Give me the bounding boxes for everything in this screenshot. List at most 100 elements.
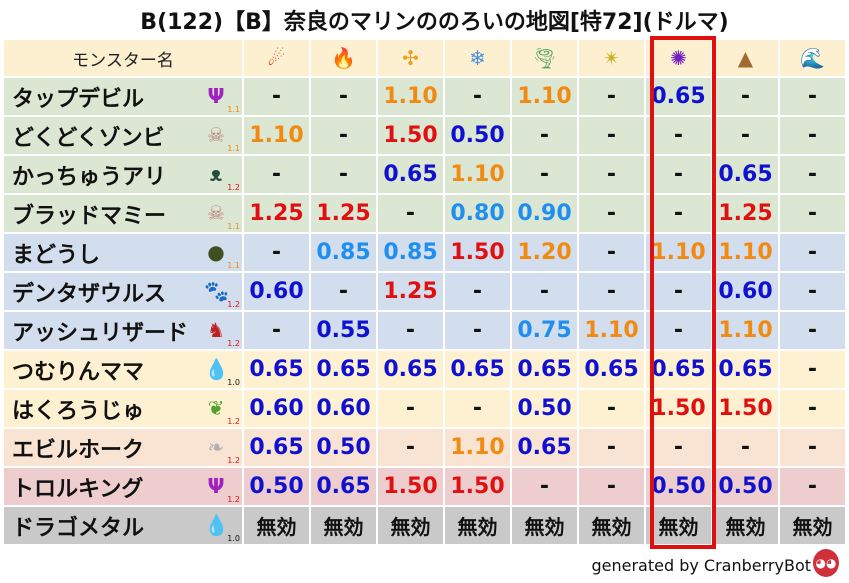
level-badge: 1.1 (227, 144, 240, 153)
monster-name-cell: デンタザウルス 🐾 1.2 (4, 273, 242, 310)
monster-name: エビルホーク (12, 437, 145, 463)
slime-icon: 💧 (204, 513, 229, 537)
resistance-value: - (579, 468, 644, 505)
resistance-value: - (378, 312, 443, 349)
resistance-value: 1.50 (378, 117, 443, 154)
resistance-value: - (378, 195, 443, 232)
resistance-value: - (445, 390, 510, 427)
skull-icon: ☠ (207, 123, 225, 147)
ice-icon: ❄ (469, 46, 486, 70)
resistance-value: - (512, 156, 577, 193)
resistance-value: 0.65 (646, 351, 711, 388)
resistance-value: 1.10 (646, 234, 711, 271)
resistance-value: 1.10 (445, 429, 510, 466)
resistance-value: 0.50 (512, 390, 577, 427)
resistance-value: 0.50 (445, 117, 510, 154)
monster-name: ブラッドマミー (12, 203, 167, 229)
header-row: モンスター名 ☄ 🔥 ✣ ❄ 🌪 ✴ ✺ ▲ 🌊 (4, 40, 845, 76)
resistance-value: 1.50 (713, 390, 778, 427)
monster-name: はくろうじゅ (12, 398, 145, 424)
resistance-value: 1.10 (713, 234, 778, 271)
resistance-value: 1.20 (512, 234, 577, 271)
level-badge: 1.1 (227, 105, 240, 114)
resistance-value: 0.65 (311, 351, 376, 388)
element-header: ✺ (646, 40, 711, 76)
element-header: ▲ (713, 40, 778, 76)
monster-name-header: モンスター名 (4, 40, 242, 76)
resistance-value: - (311, 78, 376, 115)
resistance-value: 0.65 (445, 351, 510, 388)
level-badge: 1.2 (227, 417, 240, 426)
monster-name-cell: ドラゴメタル 💧 1.0 (4, 507, 242, 544)
resistance-value: - (445, 78, 510, 115)
resistance-value: - (646, 273, 711, 310)
resistance-value: 無効 (512, 507, 577, 544)
level-badge: 1.2 (227, 183, 240, 192)
resistance-value: - (780, 78, 845, 115)
light-icon: ✴ (603, 46, 620, 70)
resistance-value: 1.10 (378, 78, 443, 115)
resistance-value: - (244, 156, 309, 193)
explosion-icon: ✣ (402, 46, 419, 70)
level-badge: 1.2 (227, 456, 240, 465)
resistance-value: 1.25 (311, 195, 376, 232)
table-row: はくろうじゅ ❦ 1.2 0.60 0.60- -0.50-1.50 1.50- (4, 390, 845, 427)
resistance-value: - (780, 312, 845, 349)
resistance-value: 0.55 (311, 312, 376, 349)
resistance-value: 0.65 (512, 429, 577, 466)
resistance-value: - (780, 273, 845, 310)
resistance-value: 0.50 (311, 429, 376, 466)
resistance-value: 1.25 (378, 273, 443, 310)
monster-name: ドラゴメタル (12, 515, 145, 541)
resistance-value: 無効 (579, 507, 644, 544)
resistance-value: - (579, 390, 644, 427)
resistance-value: - (646, 156, 711, 193)
resistance-value: 0.50 (713, 468, 778, 505)
slime-icon: 💧 (204, 357, 229, 381)
level-badge: 1.2 (227, 495, 240, 504)
element-header: ☄ (244, 40, 309, 76)
table-row: エビルホーク ❧ 1.2 0.65 0.50-1.10 0.65- - - - (4, 429, 845, 466)
element-header: 🔥 (311, 40, 376, 76)
resistance-value: 0.65 (579, 351, 644, 388)
resistance-value: 1.50 (646, 390, 711, 427)
monster-name-cell: まどうし ● 1.1 (4, 234, 242, 271)
monster-name-cell: ブラッドマミー ☠ 1.1 (4, 195, 242, 232)
resistance-value: 0.85 (311, 234, 376, 271)
table-row: デンタザウルス 🐾 1.2 0.60-1.25- - - -0.60- (4, 273, 845, 310)
resistance-value: 無効 (780, 507, 845, 544)
resistance-value: 無効 (713, 507, 778, 544)
element-header: ✴ (579, 40, 644, 76)
resistance-value: - (780, 117, 845, 154)
dragon-icon: ♞ (207, 318, 225, 342)
resistance-value: 1.50 (378, 468, 443, 505)
resistance-value: 0.75 (512, 312, 577, 349)
table-row: ブラッドマミー ☠ 1.1 1.25 1.25-0.80 0.90- -1.25- (4, 195, 845, 232)
wing-icon: ❧ (207, 435, 225, 459)
level-badge: 1.0 (227, 534, 240, 543)
element-header: 🌊 (780, 40, 845, 76)
water-icon: 🌊 (800, 46, 825, 70)
table-row: どくどくゾンビ ☠ 1.1 1.10-1.50 0.50- - - - - (4, 117, 845, 154)
resistance-value: - (579, 195, 644, 232)
table-row: アッシュリザード ♞ 1.2-0.55- -0.75 1.10-1.10- (4, 312, 845, 349)
resistance-value: 無効 (311, 507, 376, 544)
resistance-value: - (311, 273, 376, 310)
monster-name-cell: エビルホーク ❧ 1.2 (4, 429, 242, 466)
resistance-value: - (646, 312, 711, 349)
resistance-value: - (244, 312, 309, 349)
monster-name-cell: つむりんママ 💧 1.0 (4, 351, 242, 388)
resistance-value: - (579, 117, 644, 154)
resistance-value: 0.65 (646, 78, 711, 115)
resistance-value: 0.80 (445, 195, 510, 232)
resistance-value: 0.65 (378, 351, 443, 388)
resistance-value: - (579, 273, 644, 310)
resistance-table: モンスター名 ☄ 🔥 ✣ ❄ 🌪 ✴ ✺ ▲ 🌊 タップデビル Ψ 1.1- -1.10-1.10… (2, 38, 847, 546)
resistance-value: - (780, 351, 845, 388)
resistance-value: 1.25 (244, 195, 309, 232)
resistance-value: 1.50 (445, 234, 510, 271)
monster-name: まどうし (12, 242, 101, 268)
resistance-value: 1.10 (713, 312, 778, 349)
resistance-value: 無効 (646, 507, 711, 544)
resistance-value: - (579, 234, 644, 271)
